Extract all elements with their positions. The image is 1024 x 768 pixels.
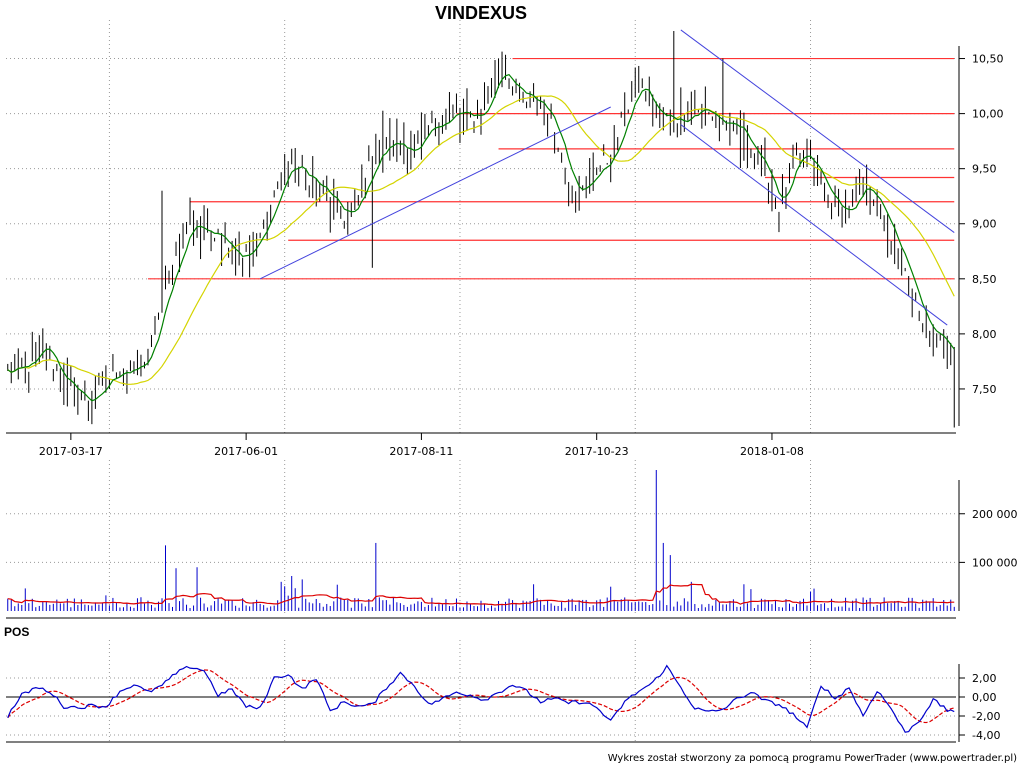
footer-credit: Wykres został stworzony za pomocą progra…: [608, 753, 1017, 764]
x-tick-label-1: 2017-06-01: [214, 445, 278, 458]
x-tick-label-4: 2018-01-08: [740, 445, 804, 458]
trend-line-2: [680, 124, 948, 326]
pos-y-tick-label-2: -2,00: [972, 710, 1000, 723]
price-y-tick-label-0: 10,50: [972, 53, 1004, 66]
pos-y-tick-label-1: 0,00: [972, 691, 997, 704]
trend-line-0: [259, 106, 611, 280]
price-y-tick-label-5: 8,00: [972, 328, 997, 341]
pos-y-tick-label-0: 2,00: [972, 672, 997, 685]
pos-y-tick-label-3: -4,00: [972, 729, 1000, 742]
long-ma-line: [7, 95, 955, 385]
pos-signal-line: [7, 669, 955, 724]
price-y-tick-label-1: 10,00: [972, 108, 1004, 121]
volume-panel: [7, 470, 955, 611]
axes-layer: 2017-03-17 2017-06-01 2017-08-11 2017-10-23…: [6, 46, 1018, 743]
volume-y-tick-label-0: 200 000: [972, 508, 1018, 521]
price-y-tick-label-6: 7,50: [972, 383, 997, 396]
pos-line: [7, 664, 955, 733]
x-tick-label-2: 2017-08-11: [389, 445, 453, 458]
trend-line-1: [680, 29, 955, 233]
price-y-tick-label-2: 9,50: [972, 163, 997, 176]
price-y-tick-label-3: 9,00: [972, 218, 997, 231]
x-tick-label-3: 2017-10-23: [565, 445, 629, 458]
volume-ma-line: [7, 583, 955, 606]
x-tick-label-0: 2017-03-17: [39, 445, 103, 458]
pos-panel: [6, 664, 956, 733]
volume-y-tick-label-1: 100 000: [972, 556, 1018, 569]
pos-indicator-title: POS: [4, 625, 29, 639]
short-ma-line: [7, 73, 955, 402]
price-y-tick-label-4: 8,50: [972, 273, 997, 286]
chart-title: VINDEXUS: [435, 3, 527, 23]
price-panel: [7, 29, 955, 428]
